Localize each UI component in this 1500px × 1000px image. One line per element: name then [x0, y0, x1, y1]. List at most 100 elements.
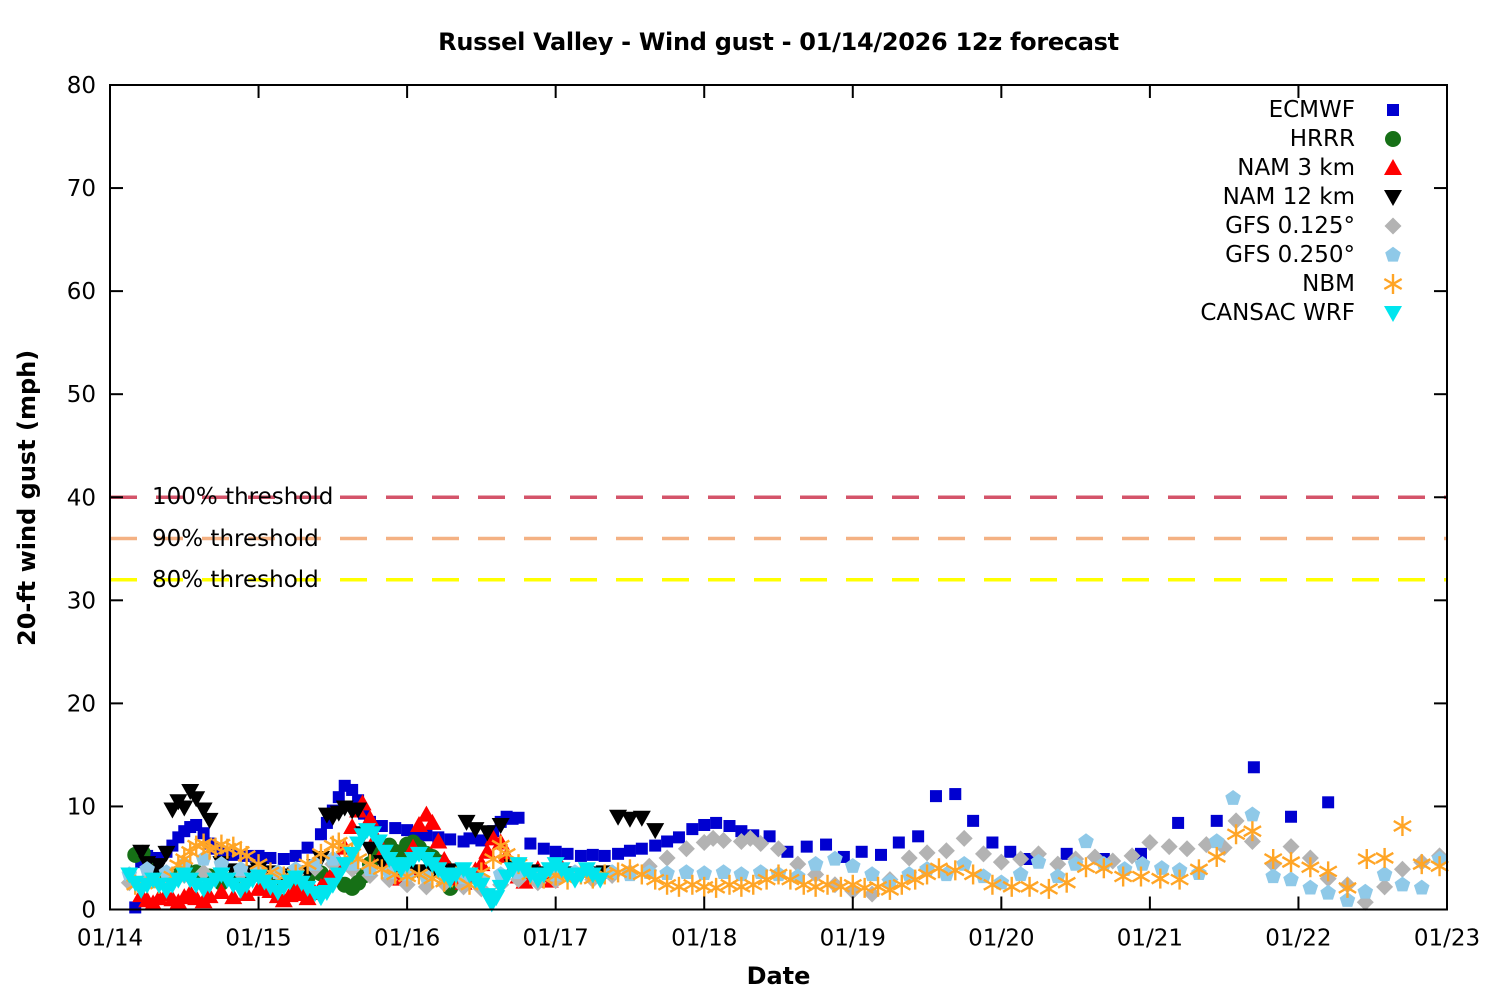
point	[864, 866, 880, 882]
point	[892, 836, 905, 849]
legend-marker-glyph	[1384, 217, 1402, 234]
point	[1153, 860, 1170, 875]
y-tick-label: 60	[67, 279, 96, 305]
point	[1318, 865, 1338, 878]
point	[649, 839, 662, 852]
point	[277, 852, 290, 865]
point	[1012, 850, 1030, 868]
point	[549, 845, 562, 858]
point	[794, 878, 814, 891]
point	[1384, 189, 1402, 206]
point	[900, 849, 918, 867]
x-tick-label: 01/17	[523, 926, 589, 952]
triangle-down-marker-icon	[1379, 183, 1407, 211]
point	[120, 867, 139, 884]
legend: ECMWF HRRR NAM 3 km NAM 12 km GFS 0.125°…	[1200, 95, 1407, 327]
point	[1225, 789, 1241, 805]
point	[200, 812, 219, 829]
point	[389, 822, 402, 835]
triangle-down-marker-icon	[1379, 299, 1407, 327]
point	[645, 873, 665, 886]
point	[1030, 853, 1047, 869]
legend-label-ecmwf: ECMWF	[1268, 96, 1355, 123]
legend-label-gfs0250: GFS 0.250°	[1225, 241, 1355, 268]
point	[444, 833, 457, 846]
point	[397, 870, 417, 883]
point	[632, 810, 651, 827]
point	[1376, 866, 1393, 882]
point	[497, 847, 516, 860]
point	[678, 864, 695, 880]
point	[343, 846, 362, 863]
triangle-up-marker-icon	[1379, 154, 1407, 182]
point	[237, 849, 256, 862]
point	[372, 863, 392, 876]
point	[752, 864, 769, 880]
legend-label-nam12km: NAM 12 km	[1222, 183, 1355, 210]
point	[1320, 884, 1336, 900]
legend-label-nam3km: NAM 3 km	[1237, 154, 1355, 181]
point	[632, 868, 652, 881]
point	[591, 872, 610, 889]
circle-marker-icon	[1379, 125, 1407, 153]
point	[1020, 880, 1039, 893]
point	[1243, 832, 1261, 850]
legend-marker-glyph	[1385, 130, 1401, 147]
point	[983, 878, 1002, 891]
point	[963, 868, 983, 881]
point	[720, 878, 739, 891]
point	[323, 877, 342, 894]
point	[475, 834, 488, 847]
point	[195, 850, 212, 866]
point	[194, 802, 213, 819]
point	[249, 858, 268, 871]
point	[129, 901, 142, 914]
point	[478, 842, 497, 859]
point	[423, 813, 442, 830]
point	[463, 832, 476, 845]
point	[1141, 834, 1159, 852]
point	[769, 868, 788, 881]
point	[732, 880, 751, 893]
point	[929, 862, 949, 875]
threshold-label-100: 100% threshold	[152, 484, 334, 510]
point	[212, 882, 231, 899]
point	[807, 855, 824, 871]
point	[661, 835, 674, 848]
point	[683, 878, 702, 891]
legend-row-nam3km: NAM 3 km	[1200, 153, 1407, 182]
point	[986, 836, 999, 849]
point	[806, 880, 825, 893]
point	[1076, 861, 1096, 874]
threshold-label-90: 90% threshold	[152, 526, 319, 552]
point	[1004, 845, 1017, 858]
point	[1430, 860, 1449, 873]
point	[1285, 810, 1298, 823]
point	[224, 888, 243, 905]
point	[757, 873, 776, 886]
point	[1134, 855, 1151, 871]
point	[696, 865, 713, 881]
point	[401, 824, 414, 837]
point	[1412, 858, 1432, 871]
point	[1393, 860, 1411, 878]
point	[150, 889, 169, 906]
y-axis-label: 20-ft wind gust (mph)	[13, 349, 41, 646]
legend-row-cansac-wrf: CANSAC WRF	[1200, 298, 1407, 327]
point	[855, 881, 874, 894]
point	[261, 879, 280, 896]
x-tick-label: 01/19	[820, 926, 886, 952]
point	[224, 877, 243, 894]
point	[993, 874, 1010, 890]
legend-label-gfs0125: GFS 0.125°	[1225, 212, 1355, 239]
point	[213, 855, 230, 871]
point	[187, 877, 206, 894]
point	[949, 788, 962, 801]
legend-marker-glyph	[1385, 246, 1401, 262]
point	[752, 835, 770, 853]
point	[657, 878, 677, 891]
legend-row-nbm: NBM	[1200, 269, 1407, 298]
point	[1172, 816, 1185, 829]
point	[1171, 862, 1188, 877]
point	[1393, 819, 1412, 833]
